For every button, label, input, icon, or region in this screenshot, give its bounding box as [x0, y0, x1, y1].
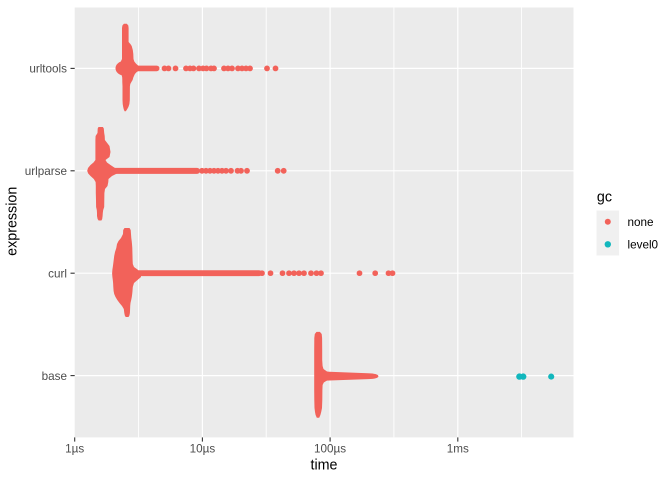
svg-text:urlparse: urlparse: [25, 165, 67, 178]
svg-text:100µs: 100µs: [314, 443, 346, 456]
svg-text:expression: expression: [5, 187, 21, 256]
svg-text:urltools: urltools: [29, 63, 67, 76]
svg-text:base: base: [42, 370, 67, 383]
svg-text:1ms: 1ms: [447, 443, 469, 456]
svg-text:1µs: 1µs: [65, 443, 84, 456]
svg-text:curl: curl: [48, 267, 67, 280]
svg-text:time: time: [310, 458, 337, 474]
svg-text:none: none: [628, 216, 654, 229]
svg-text:gc: gc: [597, 190, 612, 206]
svg-text:level0: level0: [628, 239, 659, 252]
svg-text:10µs: 10µs: [190, 443, 216, 456]
